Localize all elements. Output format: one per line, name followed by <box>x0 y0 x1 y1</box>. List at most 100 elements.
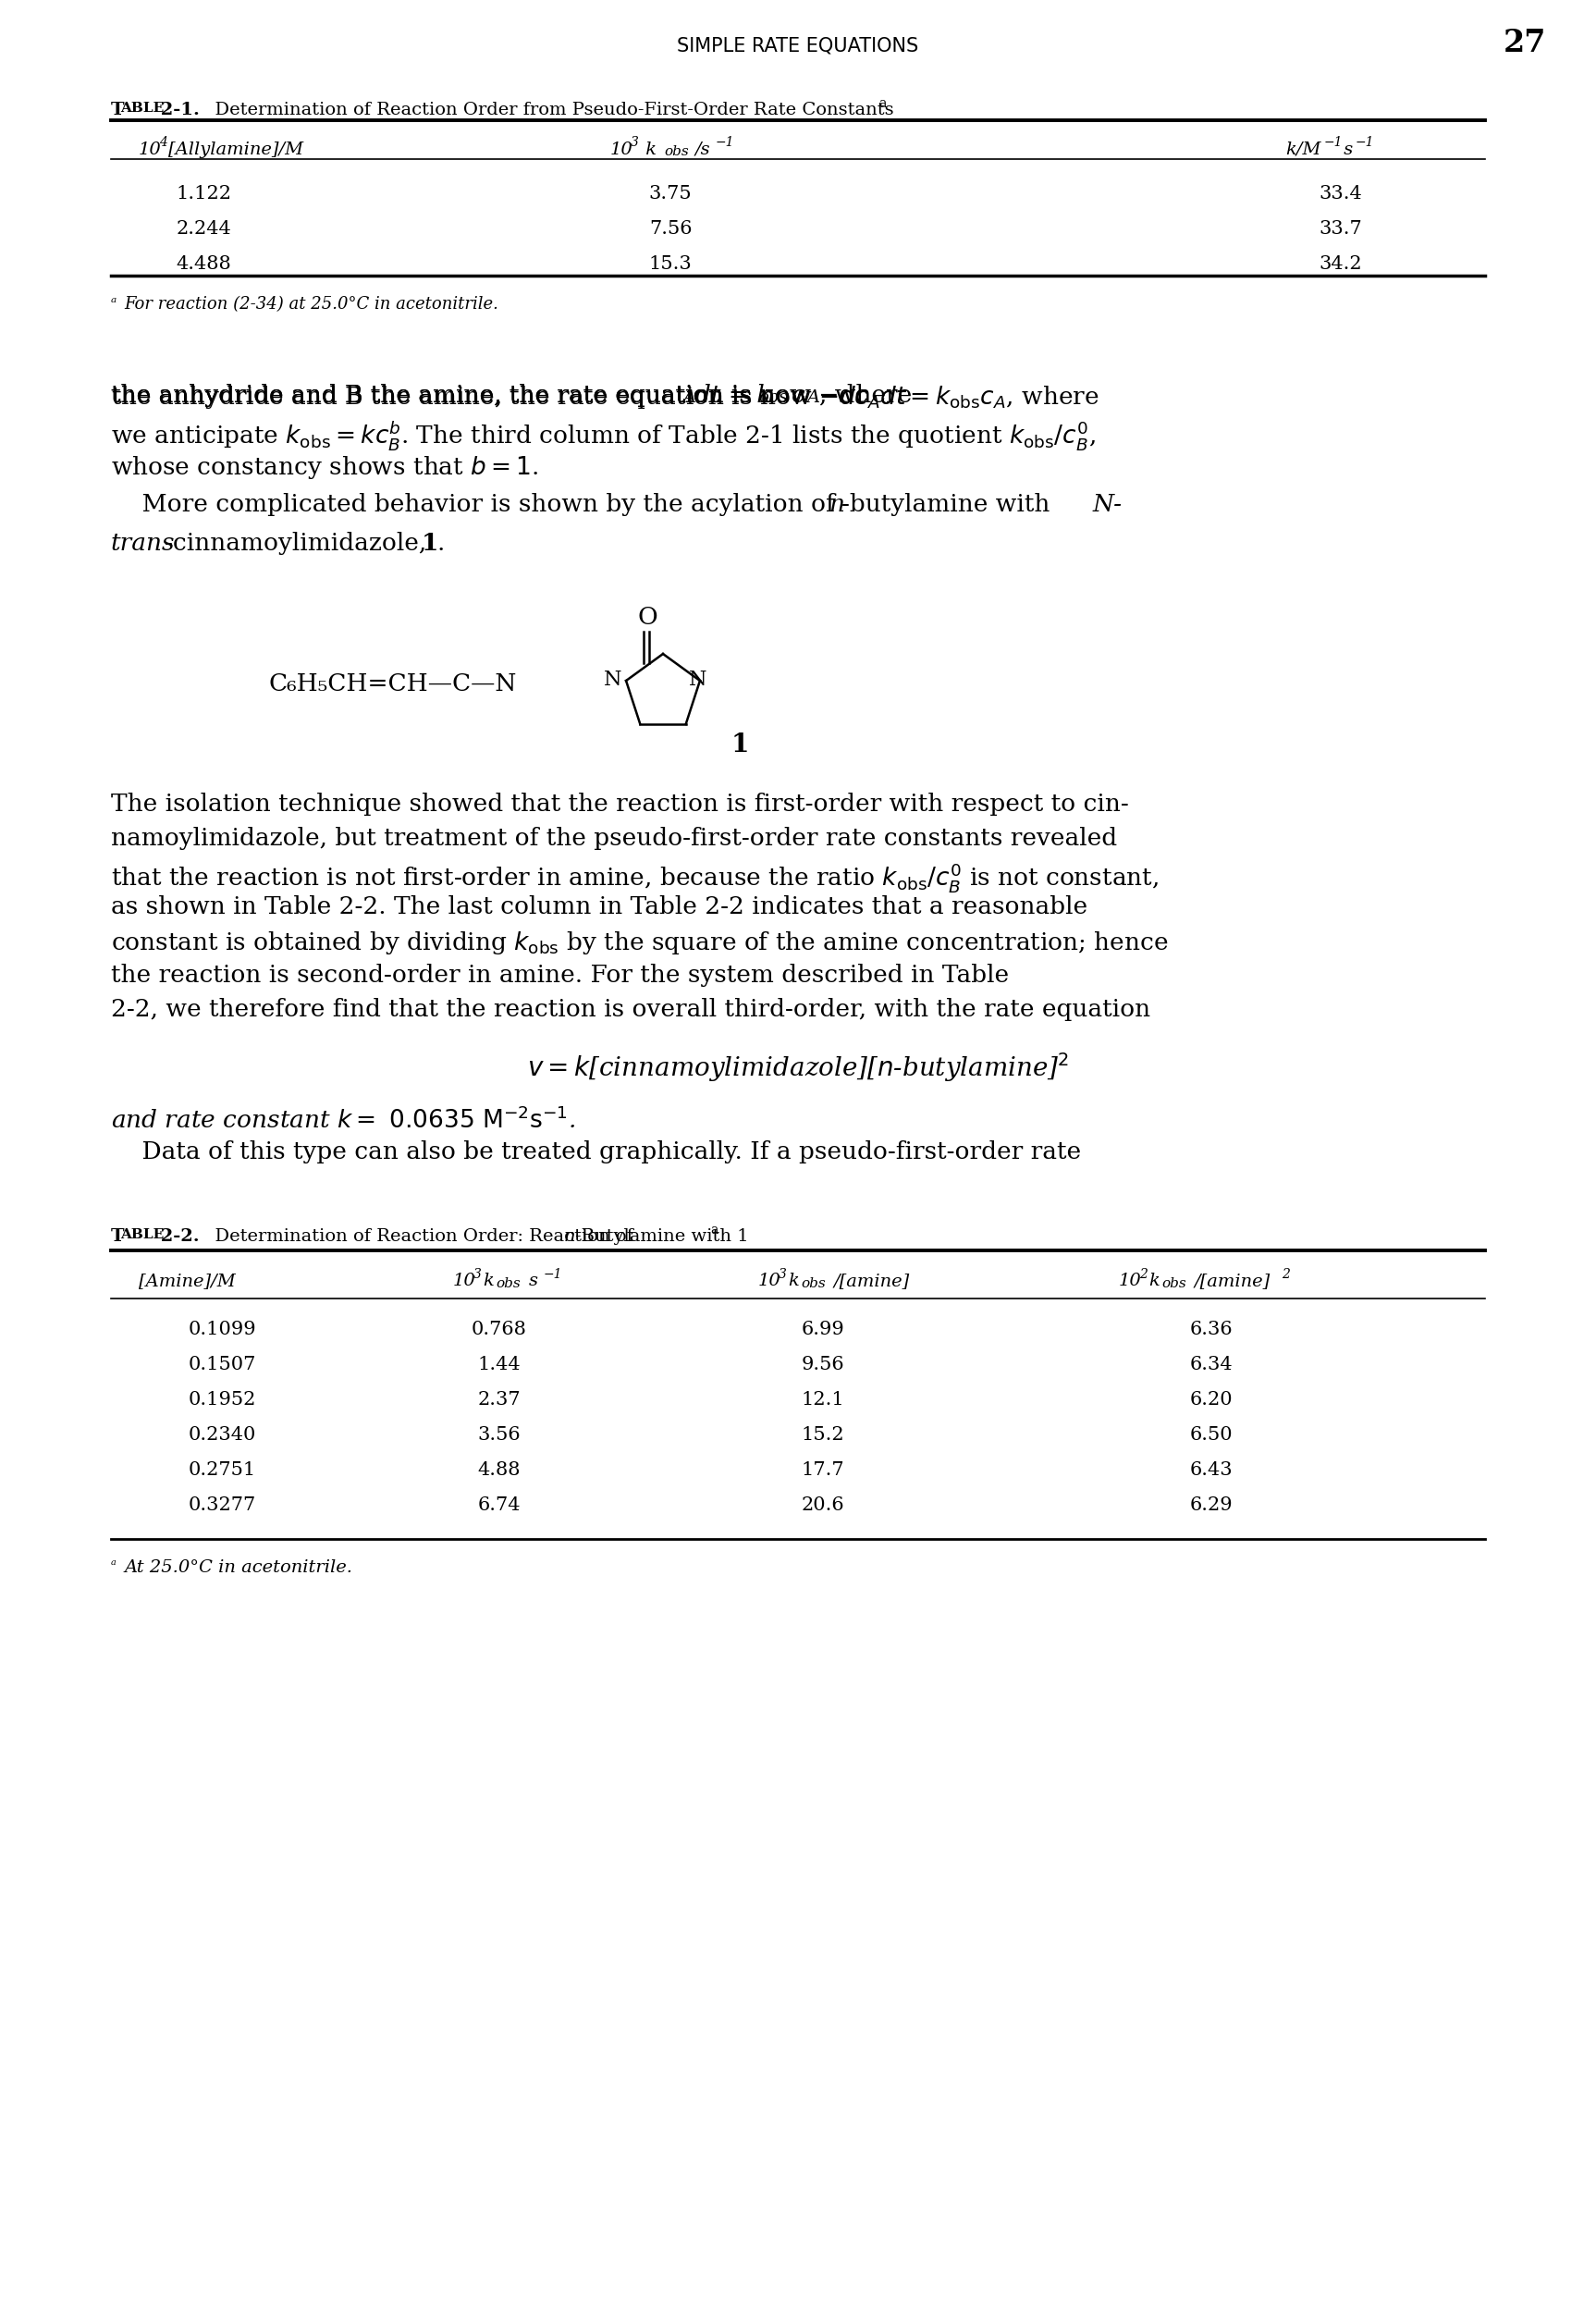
Text: 1.44: 1.44 <box>477 1356 520 1375</box>
Text: Determination of Reaction Order from Pseudo-First-Order Rate Constants: Determination of Reaction Order from Pse… <box>203 102 894 118</box>
Text: obs: obs <box>664 146 688 157</box>
Text: T: T <box>112 1229 124 1245</box>
Text: 4: 4 <box>160 137 168 148</box>
Text: 12.1: 12.1 <box>801 1391 844 1409</box>
Text: k: k <box>640 141 656 157</box>
Text: 27: 27 <box>1503 28 1547 58</box>
Text: 6.43: 6.43 <box>1189 1460 1232 1479</box>
Text: A: A <box>806 389 819 405</box>
Text: 7.56: 7.56 <box>650 220 693 238</box>
Text: 6.34: 6.34 <box>1189 1356 1232 1375</box>
Text: we anticipate $k_{\mathrm{obs}} = kc_B^b$. The third column of Table 2-1 lists t: we anticipate $k_{\mathrm{obs}} = kc_B^b… <box>112 419 1095 451</box>
Text: 3.56: 3.56 <box>477 1425 520 1444</box>
Text: whose constancy shows that $b = 1$.: whose constancy shows that $b = 1$. <box>112 454 538 481</box>
Text: 2.37: 2.37 <box>477 1391 520 1409</box>
Text: k/M: k/M <box>1285 141 1321 157</box>
Text: 2-1.: 2-1. <box>155 102 200 118</box>
Text: the reaction is second-order in amine. For the system described in Table: the reaction is second-order in amine. F… <box>112 963 1009 986</box>
Text: k: k <box>788 1273 800 1289</box>
Text: 6.36: 6.36 <box>1189 1321 1232 1337</box>
Text: .: . <box>436 532 444 555</box>
Text: 6.20: 6.20 <box>1189 1391 1232 1409</box>
Text: trans: trans <box>112 532 176 555</box>
Text: 0.1952: 0.1952 <box>188 1391 255 1409</box>
Text: 15.2: 15.2 <box>801 1425 844 1444</box>
Text: Determination of Reaction Order: Reaction of: Determination of Reaction Order: Reactio… <box>203 1229 638 1245</box>
Text: 6.74: 6.74 <box>477 1497 520 1513</box>
Text: −1: −1 <box>544 1268 563 1282</box>
Text: 0.2340: 0.2340 <box>188 1425 255 1444</box>
Text: 10: 10 <box>610 141 634 157</box>
Text: , where: , where <box>819 384 911 407</box>
Text: 0.2751: 0.2751 <box>188 1460 255 1479</box>
Text: 1: 1 <box>421 532 439 555</box>
Text: 2: 2 <box>1140 1268 1148 1282</box>
Text: obs: obs <box>801 1277 825 1291</box>
Text: At 25.0°C in acetonitrile.: At 25.0°C in acetonitrile. <box>124 1560 353 1576</box>
Text: c: c <box>792 384 804 407</box>
Text: -cinnamoylimidazole,: -cinnamoylimidazole, <box>164 532 434 555</box>
Text: constant is obtained by dividing $k_{\mathrm{obs}}$ by the square of the amine c: constant is obtained by dividing $k_{\ma… <box>112 930 1168 956</box>
Text: k: k <box>1149 1273 1159 1289</box>
Text: Data of this type can also be treated graphically. If a pseudo-first-order rate: Data of this type can also be treated gr… <box>112 1141 1080 1164</box>
Text: /[amine]: /[amine] <box>1195 1273 1270 1289</box>
Text: 10: 10 <box>453 1273 476 1289</box>
Text: dt = k: dt = k <box>696 384 771 407</box>
Text: 0.1507: 0.1507 <box>188 1356 255 1375</box>
Text: the anhydride and B the amine, the rate equation is now −: the anhydride and B the amine, the rate … <box>112 384 839 407</box>
Text: 1.122: 1.122 <box>176 185 231 204</box>
Text: 6.50: 6.50 <box>1189 1425 1232 1444</box>
Text: k: k <box>482 1273 493 1289</box>
Text: 3: 3 <box>474 1268 482 1282</box>
Text: n: n <box>563 1229 576 1245</box>
Text: /[amine]: /[amine] <box>835 1273 910 1289</box>
Text: N: N <box>689 669 707 690</box>
Text: 1: 1 <box>731 734 749 757</box>
Text: 33.7: 33.7 <box>1320 220 1363 238</box>
Text: 15.3: 15.3 <box>650 255 693 273</box>
Text: namoylimidazole, but treatment of the pseudo-first-order rate constants revealed: namoylimidazole, but treatment of the ps… <box>112 826 1117 849</box>
Text: the anhydride and B the amine, the rate equation is now −dc: the anhydride and B the amine, the rate … <box>112 384 868 407</box>
Text: 6.99: 6.99 <box>801 1321 844 1337</box>
Text: 2.244: 2.244 <box>176 220 231 238</box>
Text: 33.4: 33.4 <box>1320 185 1363 204</box>
Text: -butylamine with: -butylamine with <box>841 493 1058 516</box>
Text: O: O <box>637 606 658 629</box>
Text: More complicated behavior is shown by the acylation of: More complicated behavior is shown by th… <box>112 493 843 516</box>
Text: −1: −1 <box>1325 137 1344 148</box>
Text: [Amine]/M: [Amine]/M <box>139 1273 236 1289</box>
Text: 34.2: 34.2 <box>1320 255 1363 273</box>
Text: s: s <box>1337 141 1353 157</box>
Text: N: N <box>605 669 622 690</box>
Text: ᵃ: ᵃ <box>112 296 117 312</box>
Text: 2-2, we therefore find that the reaction is overall third-order, with the rate e: 2-2, we therefore find that the reaction… <box>112 997 1151 1020</box>
Text: 17.7: 17.7 <box>801 1460 844 1479</box>
Text: a: a <box>710 1224 718 1236</box>
Text: N-: N- <box>1093 493 1122 516</box>
Text: the anhydride and B the amine, the rate equation is now $-dc_Adt = k_{\mathrm{ob: the anhydride and B the amine, the rate … <box>112 384 1100 410</box>
Text: 9.56: 9.56 <box>801 1356 844 1375</box>
Text: 10: 10 <box>758 1273 780 1289</box>
Text: 10: 10 <box>139 141 161 157</box>
Text: 2-2.: 2-2. <box>155 1229 200 1245</box>
Text: 10: 10 <box>1119 1273 1141 1289</box>
Text: s: s <box>528 1273 538 1289</box>
Text: 0.1099: 0.1099 <box>188 1321 255 1337</box>
Text: 4.88: 4.88 <box>477 1460 520 1479</box>
Text: 3.75: 3.75 <box>650 185 693 204</box>
Text: 0.3277: 0.3277 <box>188 1497 255 1513</box>
Text: 2: 2 <box>1282 1268 1290 1282</box>
Text: For reaction (2-34) at 25.0°C in acetonitrile.: For reaction (2-34) at 25.0°C in acetoni… <box>124 296 498 312</box>
Text: ABLE: ABLE <box>120 102 164 116</box>
Text: as shown in Table 2-2. The last column in Table 2-2 indicates that a reasonable: as shown in Table 2-2. The last column i… <box>112 896 1087 919</box>
Text: obs: obs <box>496 1277 520 1291</box>
Text: a: a <box>878 97 886 111</box>
Text: SIMPLE RATE EQUATIONS: SIMPLE RATE EQUATIONS <box>677 37 919 56</box>
Text: -Butylamine with 1: -Butylamine with 1 <box>575 1229 749 1245</box>
Text: −1: −1 <box>715 137 734 148</box>
Text: $v = k$[cinnamoylimidazole][$n$-butylamine]$^2$: $v = k$[cinnamoylimidazole][$n$-butylami… <box>527 1051 1069 1083</box>
Text: 3: 3 <box>779 1268 787 1282</box>
Text: The isolation technique showed that the reaction is first-order with respect to : The isolation technique showed that the … <box>112 794 1128 817</box>
Text: 0.768: 0.768 <box>472 1321 527 1337</box>
Text: n: n <box>828 493 844 516</box>
